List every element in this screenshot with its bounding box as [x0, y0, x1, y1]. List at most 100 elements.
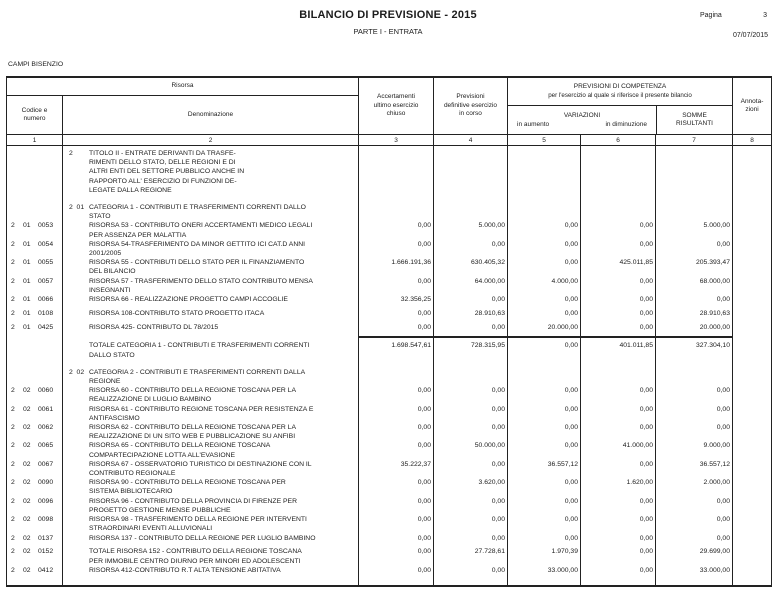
annotazioni-cell: [733, 478, 771, 496]
codice-categoria: 02: [23, 548, 31, 556]
denominazione-prefix: [63, 258, 89, 276]
header-denominazione: Denominazione: [187, 110, 234, 118]
table-row: 2 02 0137 RISORSA 137 - CONTRIBUTO DELLA…: [7, 534, 771, 543]
in-aumento-cell: 0,00: [564, 479, 578, 487]
table-row: 2 01 0053 RISORSA 53 - CONTRIBUTO ONERI …: [7, 221, 771, 239]
column-number-row: 1 2 3 4 5 6 7 8: [7, 135, 771, 146]
codice-titolo: [11, 368, 23, 386]
somme-cell: 2.000,00: [703, 479, 730, 487]
codice-cell: 2 02 0152: [7, 547, 63, 565]
annotazioni-cell: [733, 221, 771, 239]
somme-cell: 0,00: [716, 387, 730, 395]
annotazioni-cell: [733, 277, 771, 295]
denominazione-prefix: 2 01: [69, 204, 85, 212]
accertamenti-cell: [359, 368, 434, 386]
somme-cell: [656, 149, 733, 195]
table-row: 2 01 0054 RISORSA 54-TRASFERIMENTO DA MI…: [7, 240, 771, 258]
col-num-7: 7: [656, 135, 733, 145]
codice-categoria: 01: [23, 309, 31, 317]
denominazione-cell: RISORSA 96 - CONTRIBUTO DELLA PROVINCIA …: [63, 497, 359, 515]
somme-cell: 0,00: [716, 497, 730, 505]
header-in-diminuzione: in diminuzione: [605, 121, 647, 128]
denominazione-prefix: [63, 441, 89, 459]
codice-numero: 0096: [38, 497, 54, 505]
in-aumento-cell: 0,00: [564, 405, 578, 413]
in-aumento-cell: 0,00: [564, 296, 578, 304]
denominazione-text: CATEGORIA 2 - CONTRIBUTI E TRASFERIMENTI…: [89, 368, 306, 386]
annotazioni-cell: [733, 368, 771, 386]
denominazione-cell: 2 02 CATEGORIA 2 - CONTRIBUTI E TRASFERI…: [63, 368, 359, 386]
col-num-4: 4: [434, 135, 508, 145]
denominazione-prefix: [63, 534, 89, 543]
in-diminuzione-cell: [581, 368, 656, 386]
annotazioni-cell: [733, 441, 771, 459]
denominazione-prefix: [63, 497, 89, 515]
table-body: 2 TITOLO II - ENTRATE DERIVANTI DA TRASF…: [7, 146, 771, 585]
codice-numero: 0053: [38, 222, 54, 230]
codice-cell: 2 02 0065: [7, 441, 63, 459]
in-aumento-cell: 1.970,39: [551, 548, 578, 556]
denominazione-cell: RISORSA 61 - CONTRIBUTO REGIONE TOSCANA …: [63, 405, 359, 423]
somme-cell: [656, 203, 733, 221]
in-aumento-cell: 0,00: [564, 497, 578, 505]
column-divider: [62, 146, 63, 585]
table-header: Risorsa Codice e numero Denominazione Ac…: [7, 78, 771, 135]
somme-cell: 5.000,00: [703, 222, 730, 230]
codice-numero: 0412: [38, 566, 54, 574]
codice-categoria: [23, 368, 38, 386]
in-diminuzione-cell: 0,00: [639, 323, 653, 331]
table-row: 2 01 CATEGORIA 1 - CONTRIBUTI E TRASFERI…: [7, 203, 771, 221]
previsioni-cell: 0,00: [491, 323, 505, 331]
codice-cell: 2 01 0054: [7, 240, 63, 258]
codice-cell: [7, 336, 63, 359]
denominazione-text: RISORSA 65 - CONTRIBUTO DELLA REGIONE TO…: [89, 442, 271, 459]
codice-titolo: 2: [11, 497, 15, 505]
header-variazioni: VARIAZIONI: [563, 112, 601, 119]
somme-cell: [656, 368, 733, 386]
accertamenti-cell: 35.222,37: [400, 460, 431, 468]
codice-numero: 0062: [38, 424, 54, 432]
codice-cell: 2 02 0061: [7, 405, 63, 423]
previsioni-cell: 0,00: [491, 240, 505, 248]
codice-titolo: 2: [11, 442, 15, 450]
accertamenti-cell: 1.666.191,36: [391, 259, 431, 267]
codice-categoria: 02: [23, 497, 31, 505]
previsioni-cell: [434, 149, 508, 195]
col-num-3: 3: [359, 135, 434, 145]
codice-categoria: 01: [23, 323, 31, 331]
table-row: 2 02 0096 RISORSA 96 - CONTRIBUTO DELLA …: [7, 497, 771, 515]
codice-categoria: 02: [23, 387, 31, 395]
codice-categoria: 01: [23, 222, 31, 230]
accertamenti-cell: 0,00: [417, 222, 431, 230]
codice-cell: 2 02 0096: [7, 497, 63, 515]
table-row: 2 02 0090 RISORSA 90 - CONTRIBUTO DELLA …: [7, 478, 771, 496]
in-aumento-cell: [508, 203, 581, 221]
col-num-1: 1: [7, 135, 63, 145]
denominazione-cell: RISORSA 66 - REALIZZAZIONE PROGETTO CAMP…: [63, 295, 359, 304]
codice-categoria: [23, 149, 38, 195]
document-date: 07/07/2015: [732, 32, 768, 39]
header-accertamenti: Accertamenti ultimo esercizio chiuso: [359, 78, 434, 134]
denominazione-prefix: [63, 515, 89, 533]
in-diminuzione-cell: 0,00: [639, 240, 653, 248]
denominazione-cell: RISORSA 53 - CONTRIBUTO ONERI ACCERTAMEN…: [63, 221, 359, 239]
codice-titolo: 2: [11, 387, 15, 395]
in-diminuzione-cell: 0,00: [639, 222, 653, 230]
denominazione-text: RISORSA 98 - TRASFERIMENTO DELLA REGIONE…: [89, 516, 307, 533]
previsioni-cell: 0,00: [491, 497, 505, 505]
previsioni-cell: 0,00: [491, 424, 505, 432]
somme-cell: 0,00: [716, 534, 730, 542]
previsioni-cell: [434, 368, 508, 386]
accertamenti-cell: [359, 203, 434, 221]
previsioni-cell: 0,00: [491, 296, 505, 304]
in-aumento-cell: 0,00: [508, 336, 581, 359]
in-aumento-cell: 0,00: [564, 240, 578, 248]
codice-numero: 0098: [38, 516, 54, 524]
denominazione-cell: TOTALE RISORSA 152 - CONTRIBUTO DELLA RE…: [63, 547, 359, 565]
accertamenti-cell: 32.356,25: [400, 296, 431, 304]
denominazione-cell: RISORSA 60 - CONTRIBUTO DELLA REGIONE TO…: [63, 386, 359, 404]
somme-cell: 0,00: [716, 296, 730, 304]
codice-cell: 2 01 0053: [7, 221, 63, 239]
in-aumento-cell: 0,00: [564, 387, 578, 395]
denominazione-prefix: [63, 240, 89, 258]
